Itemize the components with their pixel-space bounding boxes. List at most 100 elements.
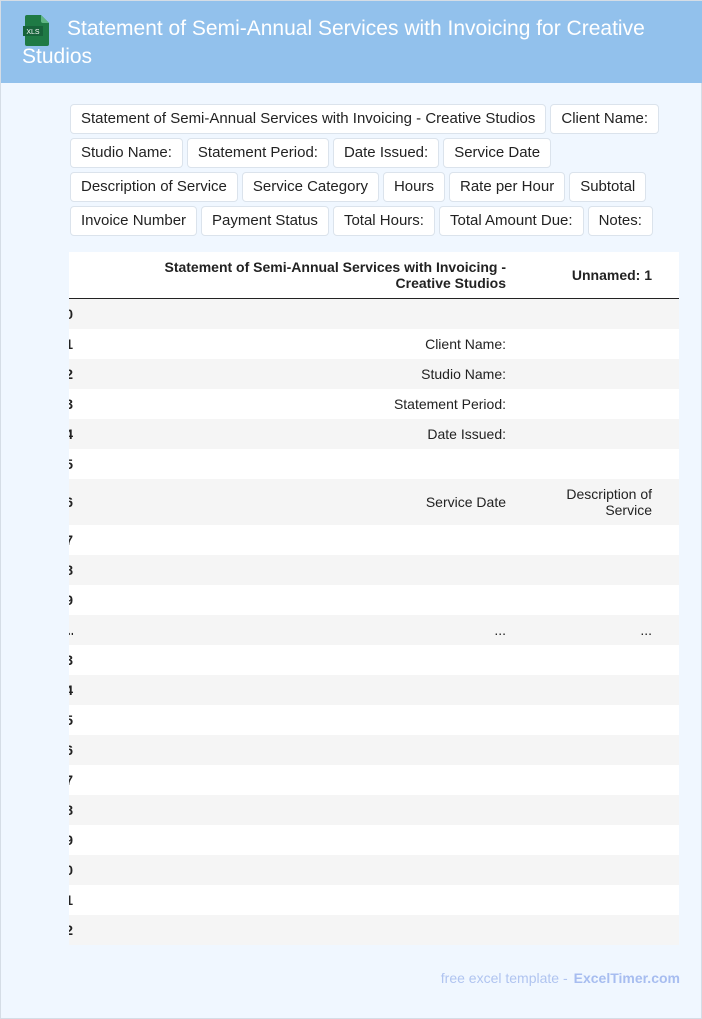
table-row: 5 [69,705,679,735]
table-cell [506,742,652,758]
column-tag[interactable]: Subtotal [569,172,647,202]
table-cell [73,862,506,878]
table-cell [73,892,506,908]
column-tag[interactable]: Studio Name: [70,138,183,168]
row-index: 8 [69,802,73,818]
table-row: 6 Service Date Description of Service [69,479,679,525]
row-index: 6 [69,494,73,510]
table-cell: Client Name: [425,336,506,352]
table-row: 0 [69,299,679,329]
column-tag[interactable]: Date Issued: [332,138,440,168]
footer-brand-link[interactable]: ExcelTimer.com [573,970,680,986]
table-cell [506,862,652,878]
column-tag[interactable]: Service Date [443,138,552,168]
table-cell [73,712,506,728]
table-cell [506,922,652,938]
row-index: 1 [69,336,73,352]
table-cell [506,892,652,908]
table-cell: Date Issued: [427,426,506,442]
table-cell [73,742,506,758]
column-tag[interactable]: Statement of Semi-Annual Services with I… [70,104,547,134]
column-tag[interactable]: Hours [382,172,445,202]
table-row: 4 [69,675,679,705]
table-cell [506,592,652,608]
row-index: 0 [69,862,73,878]
column-tag[interactable]: Total Amount Due: [438,206,584,236]
table-row: 7 [69,765,679,795]
row-index: 3 [69,396,73,412]
column-tag[interactable]: Service Category [241,172,379,202]
app-header: XLS Statement of Semi-Annual Services wi… [1,1,702,83]
table-row: 0 [69,855,679,885]
table-cell [506,712,652,728]
table-cell [73,532,506,548]
row-index: 9 [69,832,73,848]
footer-text: free excel template - [440,970,568,986]
column-tag[interactable]: Notes: [587,206,653,236]
table-cell [73,772,506,788]
table-row: 2 Studio Name: [69,359,679,389]
row-index: 7 [69,772,73,788]
table-cell [506,396,652,412]
column-tag[interactable]: Statement Period: [186,138,329,168]
table-cell [73,562,506,578]
table-cell [506,532,652,548]
column-tag[interactable]: Client Name: [550,104,660,134]
table-cell: Studio Name: [421,366,506,382]
table-cell [506,562,652,578]
row-index: 4 [69,682,73,698]
row-index: 2 [69,922,73,938]
table-row: 8 [69,555,679,585]
xls-file-icon: XLS [23,15,49,46]
page-title: Statement of Semi-Annual Services with I… [22,17,645,68]
table-cell [506,426,652,442]
table-cell [73,682,506,698]
row-index: 5 [69,456,73,472]
table-cell [506,652,652,668]
row-index: 8 [69,562,73,578]
table-row: 9 [69,585,679,615]
table-cell [506,772,652,788]
table-cell: Service Date [425,494,506,510]
svg-text:XLS: XLS [26,29,40,36]
row-index: 1 [69,892,73,908]
table-row: 1 Client Name: [69,329,679,359]
table-cell [73,592,506,608]
row-index: 5 [69,712,73,728]
column-tag[interactable]: Rate per Hour [448,172,566,202]
table-row: 6 [69,735,679,765]
data-table: Statement of Semi-Annual Services with I… [69,252,679,945]
row-index: 4 [69,426,73,442]
table-cell [506,802,652,818]
table-cell: ... [494,622,506,638]
table-cell: Statement Period: [393,396,506,412]
table-cell [73,802,506,818]
table-cell [506,366,652,382]
column-tag[interactable]: Total Hours: [332,206,435,236]
table-header-row: Statement of Semi-Annual Services with I… [69,252,679,299]
column-header[interactable]: Statement of Semi-Annual Services with I… [164,259,506,291]
table-row: 7 [69,525,679,555]
column-tag[interactable]: Invoice Number [70,206,198,236]
table-cell [73,306,506,322]
column-tag[interactable]: Description of Service [70,172,238,202]
table-cell [73,652,506,668]
table-cell [506,306,652,322]
table-row: 8 [69,795,679,825]
table-cell [506,682,652,698]
row-index: 7 [69,532,73,548]
table-cell [73,922,506,938]
table-row: 9 [69,825,679,855]
row-index: 9 [69,592,73,608]
row-index: 2 [69,366,73,382]
table-cell [73,832,506,848]
table-cell [73,456,506,472]
column-tag[interactable]: Payment Status [201,206,329,236]
table-row: 3 [69,645,679,675]
table-row: 2 [69,915,679,945]
row-index: ... [69,622,73,638]
column-header[interactable]: Unnamed: 1 [571,267,652,283]
table-row: 3 Statement Period: [69,389,679,419]
table-row: 5 [69,449,679,479]
row-index: 0 [69,306,73,322]
